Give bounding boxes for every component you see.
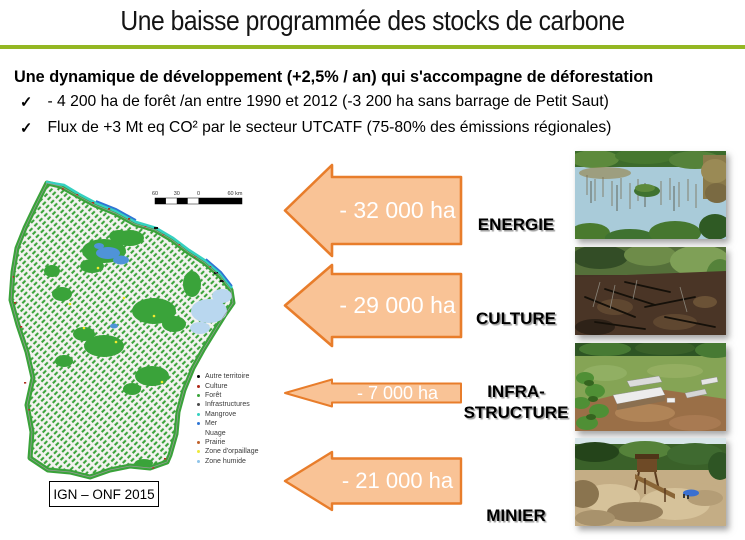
legend-label: Forêt bbox=[205, 391, 222, 399]
infrastructure-loss-arrow: - 7 000 ha bbox=[283, 378, 463, 408]
minier-loss-arrow: - 21 000 ha bbox=[283, 450, 463, 512]
intro-headline: Une dynamique de développement (+2,5% / … bbox=[14, 68, 654, 86]
title-divider bbox=[0, 45, 745, 49]
legend-label: Nuage bbox=[205, 429, 226, 437]
bullet-item: ✓ - 4 200 ha de forêt /an entre 1990 et … bbox=[20, 93, 722, 111]
legend-swatch bbox=[197, 403, 200, 407]
bullet-text: Flux de +3 Mt eq CO² par le secteur UTCA… bbox=[47, 119, 612, 136]
energie-loss-arrow: - 32 000 ha bbox=[283, 163, 463, 258]
bullet-text: - 4 200 ha de forêt /an entre 1990 et 20… bbox=[47, 93, 609, 110]
legend-swatch bbox=[197, 393, 200, 397]
culture-photo-slash-burn bbox=[575, 247, 726, 335]
svg-text:30: 30 bbox=[174, 191, 180, 197]
legend-item: Zone d'orpaillage bbox=[197, 447, 267, 456]
legend-swatch bbox=[197, 375, 200, 379]
loss-value: - 29 000 ha bbox=[339, 292, 456, 318]
legend-swatch bbox=[197, 384, 200, 388]
sector-label-energie: ENERGIE bbox=[477, 215, 555, 234]
legend-label: Prairie bbox=[205, 438, 226, 446]
legend-swatch bbox=[197, 422, 200, 426]
legend-swatch bbox=[197, 440, 200, 444]
energie-photo-flooded-forest bbox=[575, 151, 726, 239]
buildings bbox=[612, 375, 719, 410]
reservoir bbox=[94, 243, 129, 329]
legend-item: Prairie bbox=[197, 438, 267, 447]
loss-value: - 7 000 ha bbox=[356, 382, 439, 403]
left-arrow-shape bbox=[283, 450, 463, 512]
sector-label-culture: CULTURE bbox=[476, 309, 556, 328]
orpaillage-specks bbox=[68, 266, 164, 384]
map-source-label: IGN – ONF 2015 bbox=[53, 486, 155, 502]
legend-label: Mer bbox=[205, 420, 218, 428]
sector-label-infrastructure: INFRA-STRUCTURE bbox=[463, 382, 569, 422]
map-source-box: IGN – ONF 2015 bbox=[49, 481, 159, 507]
svg-text:60: 60 bbox=[152, 191, 158, 197]
left-arrow-shape bbox=[283, 163, 463, 258]
loss-value: - 21 000 ha bbox=[341, 468, 454, 493]
bullet-item: ✓ Flux de +3 Mt eq CO² par le secteur UT… bbox=[20, 119, 722, 137]
wetland-patches bbox=[190, 289, 232, 334]
sea-edge bbox=[205, 258, 233, 287]
legend-item: Autre territoire bbox=[197, 372, 267, 381]
legend-swatch bbox=[197, 450, 200, 454]
legend-item: Forêt bbox=[197, 391, 267, 400]
loss-value: - 32 000 ha bbox=[339, 197, 456, 223]
infrastructure-photo-clearing bbox=[575, 343, 726, 431]
map-legend: Autre territoire Culture Forêt Infrastru… bbox=[197, 372, 267, 466]
map-scalebar: 60 30 0 60 km bbox=[152, 191, 243, 205]
sector-label-minier: MINIER bbox=[486, 506, 546, 525]
legend-label: Zone d'orpaillage bbox=[205, 448, 259, 456]
left-arrow-shape bbox=[283, 263, 463, 348]
legend-label: Mangrove bbox=[205, 410, 237, 418]
map-graphic: 60 30 0 60 km bbox=[8, 180, 243, 480]
mangrove-coast bbox=[45, 180, 234, 289]
legend-label: Zone humide bbox=[205, 457, 246, 465]
legend-label: Infrastructures bbox=[205, 401, 250, 409]
left-arrow-shape bbox=[284, 378, 462, 408]
legend-item: Culture bbox=[197, 381, 267, 390]
legend-item: Zone humide bbox=[197, 457, 267, 466]
svg-text:60 km: 60 km bbox=[228, 191, 243, 197]
legend-item: Infrastructures bbox=[197, 400, 267, 409]
legend-label: Culture bbox=[205, 382, 228, 390]
legend-swatch bbox=[197, 459, 200, 463]
legend-item: Mangrove bbox=[197, 410, 267, 419]
forest-patches bbox=[44, 230, 201, 467]
legend-item: Nuage bbox=[197, 428, 267, 437]
mining-structure bbox=[634, 454, 675, 502]
slide-title: Une baisse programmée des stocks de carb… bbox=[120, 5, 625, 36]
legend-swatch bbox=[197, 412, 200, 416]
svg-text:0: 0 bbox=[197, 191, 200, 197]
minier-photo-gold-mine bbox=[575, 438, 726, 526]
check-icon: ✓ bbox=[20, 94, 33, 111]
legend-swatch bbox=[197, 431, 200, 435]
other-territory-specks bbox=[154, 227, 224, 282]
legend-item: Mer bbox=[197, 419, 267, 428]
check-icon: ✓ bbox=[20, 120, 33, 137]
sea-edge bbox=[95, 200, 137, 221]
coastline bbox=[10, 182, 234, 478]
culture-loss-arrow: - 29 000 ha bbox=[283, 263, 463, 348]
legend-label: Autre territoire bbox=[205, 373, 250, 381]
guiana-landcover-map: 60 30 0 60 km bbox=[4, 176, 254, 486]
